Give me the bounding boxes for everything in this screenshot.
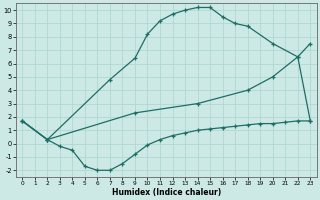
X-axis label: Humidex (Indice chaleur): Humidex (Indice chaleur) bbox=[112, 188, 221, 197]
